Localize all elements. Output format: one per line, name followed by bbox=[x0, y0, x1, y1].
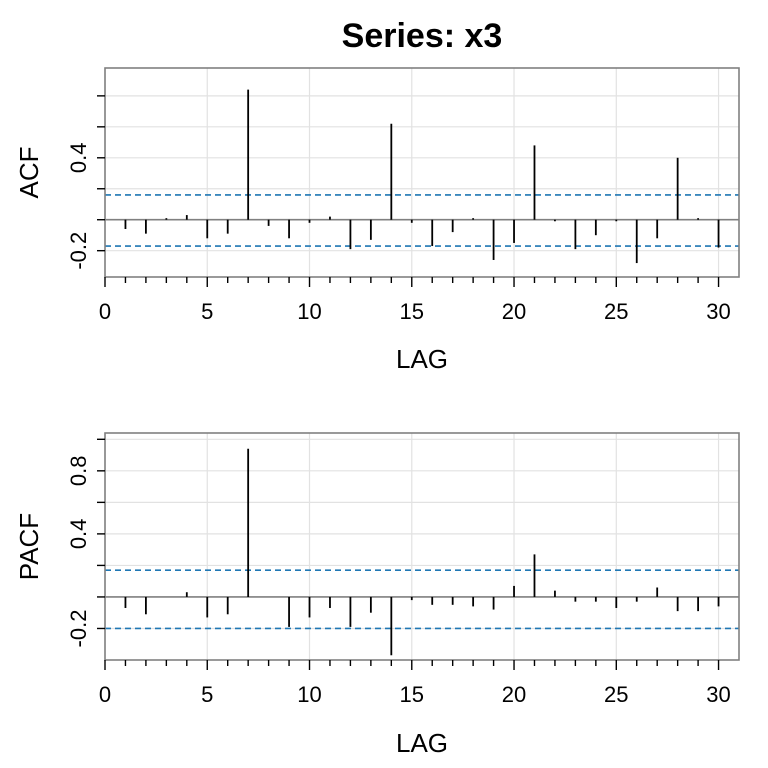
acf-y-axis-title: ACF bbox=[14, 147, 44, 199]
pacf-x-tick-label: 15 bbox=[400, 682, 424, 707]
acf-x-axis-title: LAG bbox=[396, 344, 448, 374]
pacf-x-tick-label: 5 bbox=[201, 682, 213, 707]
pacf-x-tick-label: 25 bbox=[604, 682, 628, 707]
acf-x-tick-label: 30 bbox=[706, 299, 730, 324]
pacf-x-tick-label: 20 bbox=[502, 682, 526, 707]
pacf-y-tick-label: 0.8 bbox=[66, 456, 91, 487]
pacf-y-tick-label: 0.4 bbox=[66, 519, 91, 550]
acf-x-tick-label: 0 bbox=[99, 299, 111, 324]
pacf-panel: 0 5 10 15 20 25 30 -0.2 0.4 0.8 LAG PACF bbox=[14, 432, 740, 758]
pacf-x-tick-label: 0 bbox=[99, 682, 111, 707]
acf-x-tick-label: 25 bbox=[604, 299, 628, 324]
acf-y-tick-label: -0.2 bbox=[66, 232, 91, 270]
acf-x-tick-label: 5 bbox=[201, 299, 213, 324]
acf-x-tick-label: 15 bbox=[400, 299, 424, 324]
acf-x-tick-label: 20 bbox=[502, 299, 526, 324]
acf-panel: 0 5 10 15 20 25 30 -0.2 0.4 LAG ACF bbox=[14, 67, 740, 374]
acf-y-tick-label: 0.4 bbox=[66, 142, 91, 173]
pacf-x-tick-label: 30 bbox=[706, 682, 730, 707]
pacf-y-tick-label: -0.2 bbox=[66, 610, 91, 648]
chart-title: Series: x3 bbox=[342, 17, 503, 55]
acf-x-tick-label: 10 bbox=[297, 299, 321, 324]
pacf-x-axis-title: LAG bbox=[396, 728, 448, 758]
pacf-x-tick-label: 10 bbox=[297, 682, 321, 707]
pacf-y-axis-title: PACF bbox=[14, 513, 44, 580]
acf-plot-frame bbox=[104, 67, 740, 278]
pacf-plot-frame bbox=[104, 432, 740, 661]
